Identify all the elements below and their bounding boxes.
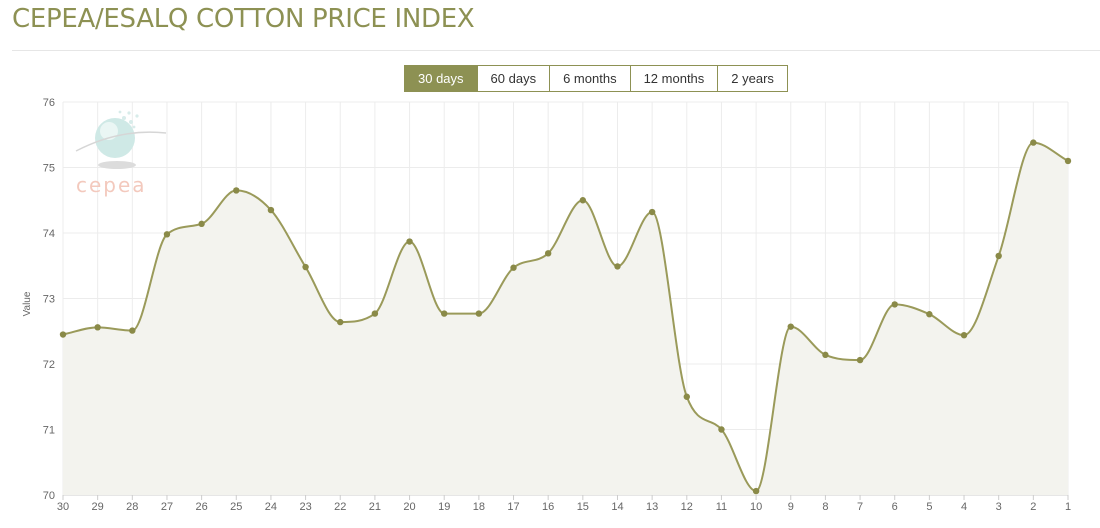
data-point-11[interactable]: [718, 426, 725, 433]
data-point-24[interactable]: [267, 206, 275, 214]
y-axis: 70 71 72 73 74 75 76: [43, 97, 55, 502]
y-tick-label: 70: [43, 490, 55, 502]
x-tick-label: 26: [195, 501, 207, 513]
data-points: [59, 139, 1072, 495]
data-point-7[interactable]: [856, 356, 864, 364]
x-tick-label: 16: [542, 501, 554, 513]
data-point-13[interactable]: [648, 208, 656, 216]
x-tick-label: 18: [473, 501, 485, 513]
x-tick-label: 21: [369, 501, 381, 513]
data-point-19[interactable]: [441, 310, 448, 317]
data-point-26[interactable]: [198, 220, 205, 228]
y-tick-label: 72: [43, 359, 55, 371]
x-tick-label: 20: [403, 501, 415, 513]
x-tick-label: 5: [926, 501, 932, 513]
range-button-60-days[interactable]: 60 days: [476, 66, 550, 91]
range-button-2-years[interactable]: 2 years: [717, 66, 787, 91]
data-point-3[interactable]: [995, 252, 1002, 260]
data-point-2[interactable]: [1030, 139, 1037, 146]
data-point-21[interactable]: [371, 310, 379, 317]
logo-text: cepea: [76, 173, 147, 197]
globe-logo-icon: [75, 110, 167, 169]
range-button-30-days[interactable]: 30 days: [405, 66, 477, 91]
title-divider: [12, 50, 1100, 51]
y-tick-label: 75: [43, 163, 55, 175]
data-point-25[interactable]: [233, 187, 240, 194]
x-tick-label: 9: [788, 501, 794, 513]
x-tick-label: 1: [1065, 501, 1071, 513]
y-tick-label: 76: [43, 97, 55, 109]
data-point-28[interactable]: [129, 327, 136, 334]
data-point-1[interactable]: [1064, 157, 1072, 165]
x-tick-label: 30: [57, 501, 69, 513]
data-point-20[interactable]: [406, 238, 413, 245]
data-point-17[interactable]: [510, 264, 517, 271]
range-button-12-months[interactable]: 12 months: [629, 66, 718, 91]
x-tick-label: 23: [299, 501, 311, 513]
x-tick-label: 24: [265, 501, 277, 513]
x-tick-label: 27: [161, 501, 173, 513]
data-point-29[interactable]: [94, 324, 101, 331]
x-tick-label: 28: [126, 501, 138, 513]
cepea-logo: cepea: [75, 110, 167, 197]
x-tick-label: 29: [92, 501, 104, 513]
x-tick-label: 10: [750, 501, 762, 513]
x-tick-label: 6: [892, 501, 898, 513]
x-tick-label: 4: [961, 501, 967, 513]
data-point-22[interactable]: [337, 318, 344, 326]
data-point-18[interactable]: [475, 310, 483, 317]
range-button-6-months[interactable]: 6 months: [549, 66, 630, 91]
data-point-14[interactable]: [614, 263, 621, 270]
data-point-16[interactable]: [544, 250, 552, 257]
x-tick-label: 8: [822, 501, 828, 513]
data-point-10[interactable]: [752, 487, 760, 495]
data-point-23[interactable]: [302, 263, 309, 271]
x-tick-label: 25: [230, 501, 242, 513]
data-point-6[interactable]: [891, 301, 898, 308]
data-point-5[interactable]: [926, 311, 933, 318]
x-tick-label: 14: [611, 501, 623, 513]
x-tick-label: 11: [716, 501, 727, 513]
data-point-30[interactable]: [59, 331, 67, 338]
x-tick-label: 22: [334, 501, 346, 513]
x-tick-label: 15: [577, 501, 589, 513]
x-tick-label: 13: [646, 501, 658, 513]
data-point-4[interactable]: [960, 331, 968, 339]
x-tick-label: 7: [857, 501, 863, 513]
x-tick-label: 12: [681, 501, 693, 513]
data-point-12[interactable]: [683, 393, 690, 400]
series-area: [63, 142, 1068, 496]
y-tick-label: 74: [43, 228, 55, 240]
time-range-selector: 30 days 60 days 6 months 12 months 2 yea…: [404, 65, 788, 92]
x-tick-label: 19: [438, 501, 450, 513]
y-tick-label: 71: [43, 425, 55, 437]
data-point-9[interactable]: [787, 323, 794, 330]
y-tick-label: 73: [43, 294, 55, 306]
x-tick-label: 2: [1030, 501, 1036, 513]
x-axis: 30 29 28 27 26 25 24 23 22 21 20 19 18 17 16 15 14 13 12 11…: [57, 495, 1071, 513]
x-tick-label: 17: [507, 501, 519, 513]
data-point-8[interactable]: [822, 351, 829, 359]
x-tick-label: 3: [996, 501, 1002, 513]
data-point-27[interactable]: [163, 231, 171, 238]
page-title: CEPEA/ESALQ COTTON PRICE INDEX: [12, 4, 475, 34]
y-axis-title: Value: [22, 291, 33, 316]
data-point-15[interactable]: [579, 197, 587, 204]
